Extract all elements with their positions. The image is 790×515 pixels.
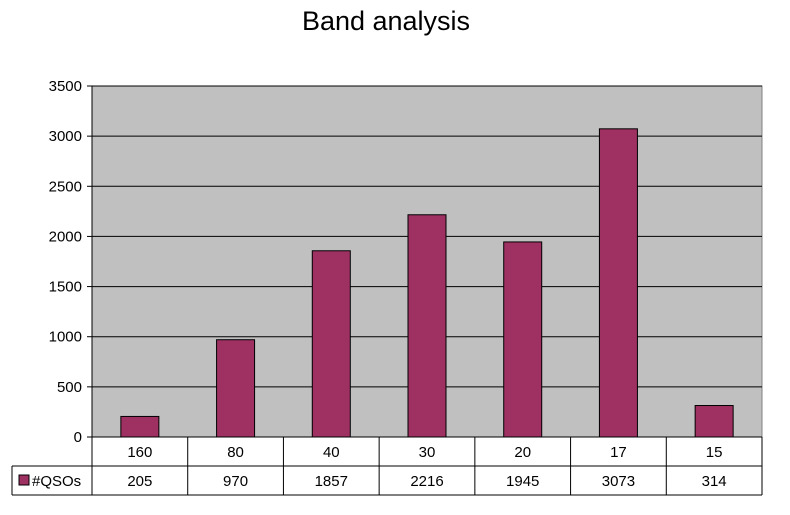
- y-tick-label-1500: 1500: [49, 279, 82, 296]
- y-tick-label-3500: 3500: [49, 78, 82, 95]
- legend-swatch: [18, 474, 30, 486]
- data-table: 160 205 80 970 40 1857 30 2216 20 1945 17 3073 15 314…: [11, 436, 763, 496]
- bars: [120, 128, 734, 438]
- y-tick-label-0: 0: [74, 429, 82, 446]
- data-label-160: 205: [127, 473, 152, 490]
- data-label-80: 970: [223, 473, 248, 490]
- x-tick-label-160: 160: [127, 444, 152, 461]
- legend-label: #QSOs: [32, 473, 81, 490]
- data-label-17: 3073: [602, 473, 635, 490]
- x-tick-label-80: 80: [227, 444, 244, 461]
- y-tick-label-2500: 2500: [49, 178, 82, 195]
- bar-80: [216, 339, 256, 438]
- bar-17: [598, 128, 638, 438]
- chart-title: Band analysis: [301, 6, 471, 36]
- y-tick-label-2000: 2000: [49, 228, 82, 245]
- x-tick-label-17: 17: [610, 444, 627, 461]
- x-tick-label-15: 15: [706, 444, 723, 461]
- bar-40: [311, 250, 351, 438]
- bar-20: [503, 241, 543, 438]
- bar-15: [694, 405, 734, 438]
- bar-30: [407, 214, 447, 438]
- y-tick-label-1000: 1000: [49, 329, 82, 346]
- y-tick-label-3000: 3000: [49, 128, 82, 145]
- data-label-15: 314: [702, 473, 727, 490]
- x-tick-label-20: 20: [514, 444, 531, 461]
- data-label-30: 2216: [410, 473, 443, 490]
- y-tick-label-500: 500: [57, 379, 82, 396]
- data-label-20: 1945: [506, 473, 539, 490]
- bar-160: [120, 415, 160, 438]
- data-label-40: 1857: [315, 473, 348, 490]
- x-tick-label-30: 30: [419, 444, 436, 461]
- x-tick-label-40: 40: [323, 444, 340, 461]
- y-axis: 0 500 1000 1500 2000 2500 3000 3500: [49, 78, 93, 446]
